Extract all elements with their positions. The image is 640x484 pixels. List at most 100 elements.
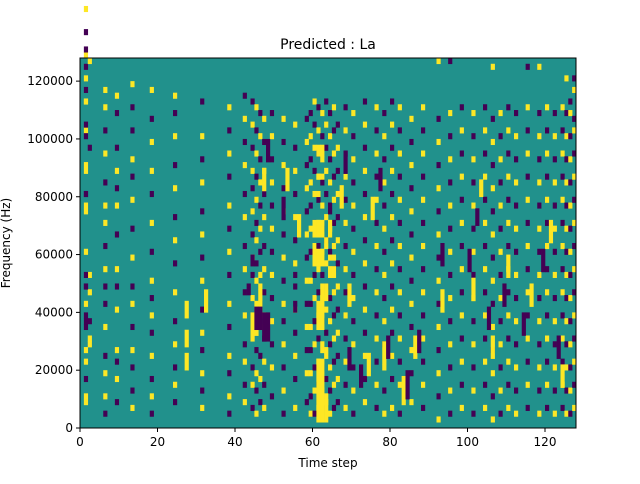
heatmap-cell bbox=[83, 312, 89, 319]
heatmap-cell bbox=[506, 219, 511, 226]
heatmap-cell bbox=[200, 98, 205, 105]
heatmap-cell bbox=[331, 335, 337, 342]
heatmap-cell-run bbox=[316, 300, 321, 331]
heatmap-cell bbox=[374, 404, 379, 411]
heatmap-cell bbox=[390, 167, 395, 174]
heatmap-cell bbox=[83, 127, 89, 134]
heatmap-cell bbox=[397, 104, 402, 111]
heatmap-cell bbox=[568, 387, 573, 394]
heatmap-cell bbox=[568, 98, 573, 105]
heatmap-cell-run bbox=[479, 179, 484, 198]
heatmap-cell bbox=[362, 167, 368, 174]
heatmap-cell-run bbox=[490, 335, 495, 359]
heatmap-cell bbox=[312, 295, 317, 302]
heatmap-cell bbox=[250, 185, 255, 192]
heatmap-cell bbox=[362, 98, 368, 105]
heatmap-cell bbox=[83, 202, 89, 209]
heatmap-cell bbox=[572, 289, 577, 296]
heatmap-cell bbox=[262, 289, 267, 296]
heatmap-cell bbox=[331, 404, 337, 411]
heatmap-cell bbox=[308, 110, 313, 117]
heatmap-cell bbox=[436, 115, 441, 122]
heatmap-cell bbox=[83, 300, 89, 307]
heatmap-cell bbox=[83, 393, 89, 400]
heatmap-cell bbox=[448, 58, 453, 65]
heatmap-cell-run bbox=[440, 243, 445, 267]
heatmap-cell bbox=[242, 266, 247, 273]
heatmap-cell bbox=[545, 335, 550, 342]
heatmap-cell bbox=[293, 404, 298, 411]
heatmap-cell bbox=[490, 323, 495, 331]
heatmap-cell bbox=[324, 260, 329, 267]
heatmap-cell bbox=[498, 202, 503, 209]
heatmap-cell bbox=[173, 341, 178, 348]
heatmap-cell bbox=[459, 335, 464, 342]
heatmap-cell bbox=[258, 179, 263, 186]
heatmap-cell bbox=[335, 399, 340, 406]
heatmap-cell bbox=[552, 179, 557, 186]
heatmap-cell bbox=[254, 347, 259, 354]
heatmap-cell bbox=[130, 173, 135, 180]
heatmap-cell bbox=[312, 243, 317, 250]
heatmap-cell-run bbox=[541, 248, 546, 273]
heatmap-cell bbox=[483, 173, 488, 180]
heatmap-cell bbox=[568, 295, 573, 302]
heatmap-cell bbox=[459, 150, 464, 157]
heatmap-cell bbox=[83, 121, 89, 128]
heatmap-cell bbox=[293, 167, 298, 174]
heatmap-cell bbox=[262, 115, 267, 122]
heatmap-cell bbox=[130, 387, 135, 394]
heatmap-cell bbox=[390, 375, 395, 383]
heatmap-cell bbox=[436, 231, 441, 238]
heatmap-cell bbox=[374, 381, 379, 388]
heatmap-cell bbox=[374, 243, 379, 250]
heatmap-cell bbox=[374, 266, 379, 273]
heatmap-cell bbox=[200, 277, 205, 284]
heatmap-cell bbox=[335, 144, 340, 151]
heatmap-cell bbox=[227, 104, 232, 111]
heatmap-cell bbox=[281, 231, 286, 238]
heatmap-cell bbox=[312, 121, 317, 128]
heatmap-cell bbox=[506, 127, 511, 134]
heatmap-cell-run bbox=[560, 364, 565, 388]
heatmap-cell bbox=[545, 358, 550, 365]
heatmap-cell bbox=[568, 110, 573, 117]
heatmap-cell-run bbox=[328, 219, 333, 238]
heatmap-cell bbox=[83, 52, 89, 59]
heatmap-cell bbox=[258, 156, 263, 163]
heatmap-cell bbox=[421, 266, 426, 273]
heatmap-cell bbox=[560, 219, 565, 226]
heatmap-cell bbox=[572, 196, 577, 203]
heatmap-cell bbox=[498, 110, 503, 117]
y-tick-label: 60000 bbox=[35, 248, 73, 262]
y-tick-label: 100000 bbox=[27, 132, 73, 146]
heatmap-cell bbox=[343, 312, 348, 319]
heatmap-cell bbox=[436, 416, 441, 423]
heatmap-cell bbox=[335, 214, 340, 221]
heatmap-cell bbox=[254, 196, 259, 203]
heatmap-cell bbox=[560, 173, 565, 180]
heatmap-cell bbox=[83, 323, 89, 331]
heatmap-cell bbox=[258, 399, 263, 406]
heatmap-cell bbox=[459, 312, 464, 319]
heatmap-cell bbox=[537, 295, 542, 302]
heatmap-cell bbox=[572, 173, 577, 180]
heatmap-cell-run bbox=[320, 219, 325, 238]
heatmap-cell bbox=[281, 341, 286, 348]
heatmap-cell bbox=[328, 248, 333, 255]
heatmap-cell bbox=[390, 98, 395, 105]
heatmap-cell bbox=[258, 248, 263, 255]
heatmap-cell-run bbox=[316, 144, 321, 157]
heatmap-cell bbox=[83, 162, 89, 169]
heatmap-cell bbox=[103, 370, 108, 377]
heatmap-cell bbox=[269, 318, 275, 325]
heatmap-cell bbox=[103, 150, 108, 157]
heatmap-cell-run bbox=[347, 347, 352, 371]
heatmap-cell bbox=[269, 393, 275, 400]
heatmap-cell bbox=[254, 237, 259, 244]
heatmap-cell bbox=[149, 248, 154, 255]
heatmap-cell bbox=[227, 248, 232, 255]
heatmap-cell bbox=[149, 393, 154, 400]
heatmap-cell-run bbox=[324, 393, 329, 423]
heatmap-cell bbox=[351, 202, 356, 209]
